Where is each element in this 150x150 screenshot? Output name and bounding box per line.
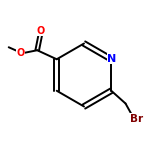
Text: N: N [107,54,117,63]
Text: O: O [36,26,44,36]
Text: Br: Br [130,114,143,123]
Text: O: O [16,48,24,57]
